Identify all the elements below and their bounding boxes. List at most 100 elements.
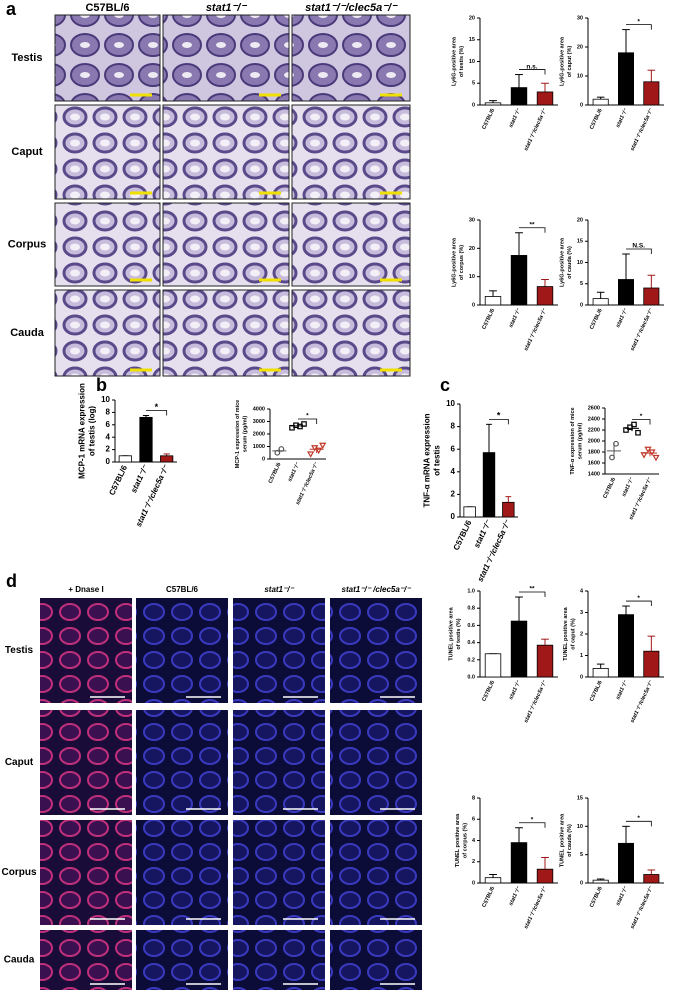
micrograph <box>162 289 290 377</box>
bar <box>510 620 528 678</box>
y-tick-label: 0 <box>106 457 111 466</box>
column-header: stat1⁻/⁻/clec5a⁻/⁻ <box>305 2 398 14</box>
y-tick-label: 0 <box>580 674 583 680</box>
bar <box>536 644 554 678</box>
bar <box>592 298 609 306</box>
y-tick-label: 15 <box>469 37 475 43</box>
y-tick-label: 4 <box>451 467 456 476</box>
y-axis-label: serum (pg/ml) <box>578 423 584 460</box>
bar <box>536 91 554 106</box>
row-label: Cauda <box>10 327 45 339</box>
x-tick-label: stat1⁻/⁻ <box>615 307 629 329</box>
point <box>631 421 637 428</box>
x-tick-label: stat1⁻/⁻ <box>615 679 629 701</box>
y-tick-label: 1.0 <box>467 588 475 594</box>
significance-bracket <box>146 410 168 416</box>
y-tick-label: 5 <box>580 281 583 287</box>
x-tick-label: stat1⁻/⁻ <box>287 461 301 483</box>
y-tick-label: 2200 <box>588 427 600 433</box>
column-header: C57BL/6 <box>85 2 129 14</box>
row-label: Caput <box>11 146 43 158</box>
significance-bracket <box>519 69 546 75</box>
y-axis-label: of testis (log) <box>88 406 97 457</box>
y-tick-label: 1 <box>580 653 583 659</box>
bar <box>160 455 174 463</box>
y-tick-label: 2 <box>451 490 456 499</box>
micrograph <box>330 710 422 815</box>
x-tick-label: stat1⁻/⁻/clec5a⁻/⁻ <box>523 885 548 930</box>
y-tick-label: 2000 <box>588 438 600 444</box>
micrograph <box>54 104 161 200</box>
y-axis-label: Ly6G-positive area <box>560 36 566 86</box>
micrograph <box>40 820 132 925</box>
bar <box>618 279 635 306</box>
point <box>307 451 315 458</box>
y-axis-label: TNF-α expression of mice <box>570 407 576 474</box>
significance-label: ** <box>529 586 535 593</box>
y-axis-label: of cauda (%) <box>567 824 573 857</box>
micrograph <box>54 289 161 377</box>
point <box>652 454 660 462</box>
row-label: Testis <box>5 645 34 656</box>
micrograph <box>330 598 422 703</box>
y-tick-label: 0 <box>472 102 475 108</box>
point <box>319 442 327 450</box>
micrograph <box>136 710 228 815</box>
y-tick-label: 10 <box>577 260 583 266</box>
panel-label: d <box>6 571 17 591</box>
bar <box>618 614 635 678</box>
y-tick-label: 10 <box>469 274 475 280</box>
micrograph <box>136 820 228 925</box>
bar <box>618 52 635 106</box>
x-tick-label: C57BL/6 <box>589 680 604 702</box>
y-tick-label: 10 <box>446 399 455 408</box>
y-axis-label: serum (pg/ml) <box>243 416 249 453</box>
micrograph <box>54 14 161 102</box>
y-axis-label: of corpus (%) <box>462 823 468 858</box>
x-tick-label: C57BL/6 <box>589 308 604 330</box>
y-tick-label: 30 <box>469 217 475 223</box>
significance-bracket <box>626 820 652 827</box>
y-tick-label: 3 <box>580 610 583 616</box>
y-axis-label: of caput (%) <box>570 618 576 650</box>
bar <box>510 255 528 306</box>
y-tick-label: 2400 <box>588 416 600 422</box>
y-tick-label: 10 <box>577 73 583 79</box>
y-axis-label: TUNEL positive area <box>563 606 569 660</box>
y-tick-label: 3000 <box>253 419 265 425</box>
panel-label: b <box>96 375 107 395</box>
y-tick-label: 10 <box>469 59 475 65</box>
y-tick-label: 0 <box>451 512 456 521</box>
bar <box>618 842 635 884</box>
x-tick-label: C57BL/6 <box>589 108 604 130</box>
x-tick-label: C57BL/6 <box>107 463 129 496</box>
micrograph <box>136 930 228 990</box>
micrograph <box>40 598 132 703</box>
x-tick-label: stat1⁻/⁻ <box>621 476 635 498</box>
y-tick-label: 0 <box>472 880 475 886</box>
significance-label: * <box>155 402 159 412</box>
x-tick-label: stat1⁻/⁻/clec5a⁻/⁻ <box>630 885 655 930</box>
bar <box>643 81 660 106</box>
y-axis-label: of corpus (%) <box>459 245 465 280</box>
x-tick-label: C57BL/6 <box>481 680 496 702</box>
row-label: Testis <box>12 52 43 64</box>
y-tick-label: 2000 <box>253 431 265 437</box>
bar <box>592 98 609 106</box>
x-tick-label: stat1⁻/⁻ <box>129 463 150 494</box>
x-tick-label: stat1⁻/⁻ <box>508 307 522 329</box>
micrograph <box>136 598 228 703</box>
y-axis-label: TUNEL positive area <box>560 813 566 867</box>
y-axis-label: of testis <box>433 445 442 476</box>
row-label: Corpus <box>8 238 47 250</box>
column-header: C57BL/6 <box>166 585 199 594</box>
y-tick-label: 4 <box>580 588 584 594</box>
x-tick-label: stat1⁻/⁻/clec5a⁻/⁻ <box>630 107 655 152</box>
y-tick-label: 20 <box>577 217 583 223</box>
y-axis-label: Ly6G-positive area <box>452 36 458 86</box>
significance-label: N.S. <box>632 243 645 250</box>
x-tick-label: C57BL/6 <box>589 886 604 908</box>
y-tick-label: 20 <box>469 246 475 252</box>
micrograph <box>162 202 290 287</box>
y-tick-label: 6 <box>451 444 456 453</box>
